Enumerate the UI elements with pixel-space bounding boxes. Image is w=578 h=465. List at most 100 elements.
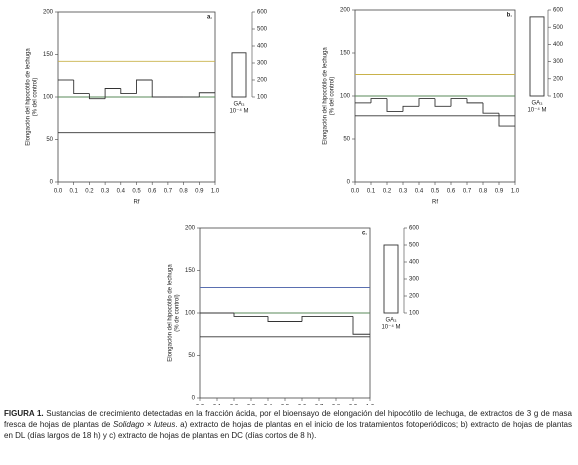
- y-tick-label: 200: [185, 226, 196, 232]
- histogram-step: [482, 102, 499, 114]
- x-axis-label: Rf: [432, 200, 438, 206]
- histogram-step: [386, 98, 403, 112]
- y-tick-label: 200: [340, 8, 351, 14]
- y-tick-label: 100: [185, 311, 196, 317]
- y2-tick-label: 500: [257, 27, 268, 33]
- x-tick-label: 0.1: [367, 189, 376, 195]
- x-tick-label: 0.0: [351, 189, 360, 195]
- histogram-step: [136, 79, 153, 94]
- y-tick-label: 50: [343, 137, 350, 143]
- x-tick-label: 0.5: [431, 189, 440, 195]
- y-axis-label: Elongación del hipocótilo de lechuga: [26, 48, 32, 146]
- histogram-step: [352, 316, 370, 335]
- x-tick-label: 0.8: [179, 189, 188, 195]
- y-tick-label: 0: [347, 180, 351, 186]
- panel-letter: a.: [207, 15, 212, 21]
- ga3-bar: [529, 16, 545, 97]
- x-tick-label: 0.9: [195, 189, 204, 195]
- histogram-step: [198, 92, 215, 97]
- y2-tick-label: 200: [257, 78, 268, 84]
- y2-tick-label: 600: [257, 10, 268, 16]
- x-tick-label: 0.2: [383, 189, 392, 195]
- histogram-step: [498, 113, 515, 127]
- x-axis-label: Rf: [134, 200, 140, 206]
- histogram-step: [402, 105, 419, 112]
- y-tick-label: 200: [43, 10, 54, 16]
- x-tick-label: 0.6: [148, 189, 157, 195]
- caption-species: Solidago × luteus: [112, 420, 176, 429]
- histogram-step: [434, 98, 451, 107]
- histogram-step: [466, 98, 483, 104]
- y2-tick-label: 500: [409, 243, 420, 249]
- x-tick-label: 0.6: [447, 189, 456, 195]
- y-tick-label: 100: [43, 95, 54, 101]
- x-tick-label: 0.5: [132, 189, 141, 195]
- x-tick-label: 0.7: [463, 189, 472, 195]
- x-tick-label: 0.4: [117, 189, 126, 195]
- y2-tick-label: 100: [257, 95, 268, 101]
- histogram-step: [88, 93, 106, 100]
- histogram-step: [418, 98, 435, 107]
- x-tick-label: 0.4: [415, 189, 424, 195]
- histogram-step: [370, 98, 387, 103]
- y2-tick-label: 400: [553, 42, 564, 48]
- y2-tick-label: 200: [553, 76, 564, 82]
- y2-tick-label: 300: [553, 59, 564, 65]
- x-tick-label: 1.0: [511, 189, 520, 195]
- y2-tick-label: 100: [409, 311, 420, 317]
- caption-label: FIGURA 1.: [4, 409, 44, 418]
- y-tick-label: 50: [46, 137, 53, 143]
- x-tick-label: 0.3: [399, 189, 408, 195]
- x-tick-label: 1.0: [211, 189, 220, 195]
- y-tick-label: 150: [185, 268, 196, 274]
- x-tick-label: 0.8: [479, 189, 488, 195]
- y-tick-label: 0: [50, 180, 54, 186]
- x-tick-label: 0.7: [164, 189, 173, 195]
- histogram-step: [267, 316, 285, 322]
- y-tick-label: 150: [43, 52, 54, 58]
- x-tick-label: 0.0: [54, 189, 63, 195]
- histogram-step: [73, 80, 90, 95]
- caption: FIGURA 1. Sustancias de crecimiento dete…: [4, 408, 572, 441]
- y2-tick-label: 500: [553, 25, 564, 31]
- y-tick-label: 100: [340, 94, 351, 100]
- x-tick-label: 0.2: [85, 189, 94, 195]
- ga3-name: GA₃: [531, 101, 543, 107]
- y2-tick-label: 400: [409, 260, 420, 266]
- y-axis-label: Elongación del hipocótilo de lechuga: [168, 264, 174, 362]
- y2-tick-label: 200: [409, 294, 420, 300]
- caption-text: Sustancias de crecimiento detectadas en …: [4, 409, 572, 429]
- figure: 0 50 100 150 200 0.0 0.1 0.2 0.3 0.4 0.5 0.6 0.7 0.8 0…: [26, 8, 564, 422]
- ga3-concentration: 10⁻⁴ M: [381, 324, 400, 331]
- y-tick-label: 50: [188, 353, 195, 359]
- ga3-bar: [383, 244, 399, 314]
- y2-tick-label: 300: [409, 277, 420, 283]
- y-axis-label: (% de control): [175, 294, 181, 331]
- ga3-bar: [231, 52, 247, 98]
- histogram-step: [151, 80, 168, 98]
- ga3-name: GA₃: [385, 318, 397, 324]
- x-tick-label: 0.3: [101, 189, 110, 195]
- y2-tick-label: 600: [553, 8, 564, 14]
- ga3-name: GA₃: [233, 102, 245, 108]
- y2-tick-label: 600: [409, 226, 420, 232]
- x-tick-label: 0.9: [495, 189, 504, 195]
- histogram-step: [301, 315, 319, 322]
- histogram-step: [104, 88, 121, 99]
- ga3-concentration: 10⁻⁴ M: [527, 107, 546, 114]
- y-axis-label: (% del control): [330, 77, 336, 116]
- y2-tick-label: 300: [257, 61, 268, 67]
- y2-tick-label: 400: [257, 44, 268, 50]
- ga3-concentration: 10⁻⁴ M: [229, 108, 248, 115]
- histogram-step: [120, 88, 137, 95]
- caption-text: . a) extracto de hojas de plantas en el …: [4, 420, 572, 440]
- y2-tick-label: 100: [553, 94, 564, 100]
- y-tick-label: 0: [192, 396, 196, 402]
- y-axis-label: (% del control): [33, 78, 39, 117]
- y-tick-label: 150: [340, 51, 351, 57]
- x-tick-label: 0.1: [70, 189, 79, 195]
- panel-letter: c.: [362, 231, 367, 237]
- panel-letter: b.: [507, 13, 513, 19]
- histogram-step: [450, 98, 467, 107]
